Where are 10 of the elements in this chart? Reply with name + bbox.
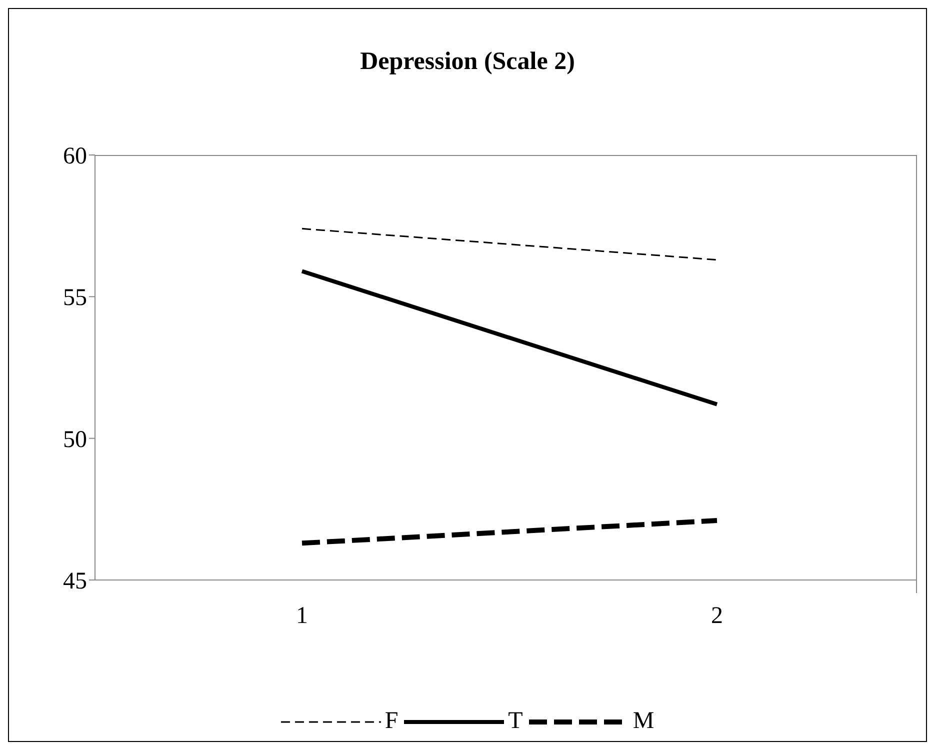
y-tick-label: 60 [63,144,87,170]
x-tick-label: 2 [711,603,723,630]
legend-label: T [508,708,523,735]
y-tick-label: 50 [63,426,87,453]
legend-label: M [632,708,654,735]
x-tick-label: 1 [296,603,308,630]
chart-title: Depression (Scale 2) [359,48,576,76]
legend-label: F [384,708,398,735]
y-tick-label: 55 [63,285,87,312]
y-tick-label: 45 [63,568,87,595]
